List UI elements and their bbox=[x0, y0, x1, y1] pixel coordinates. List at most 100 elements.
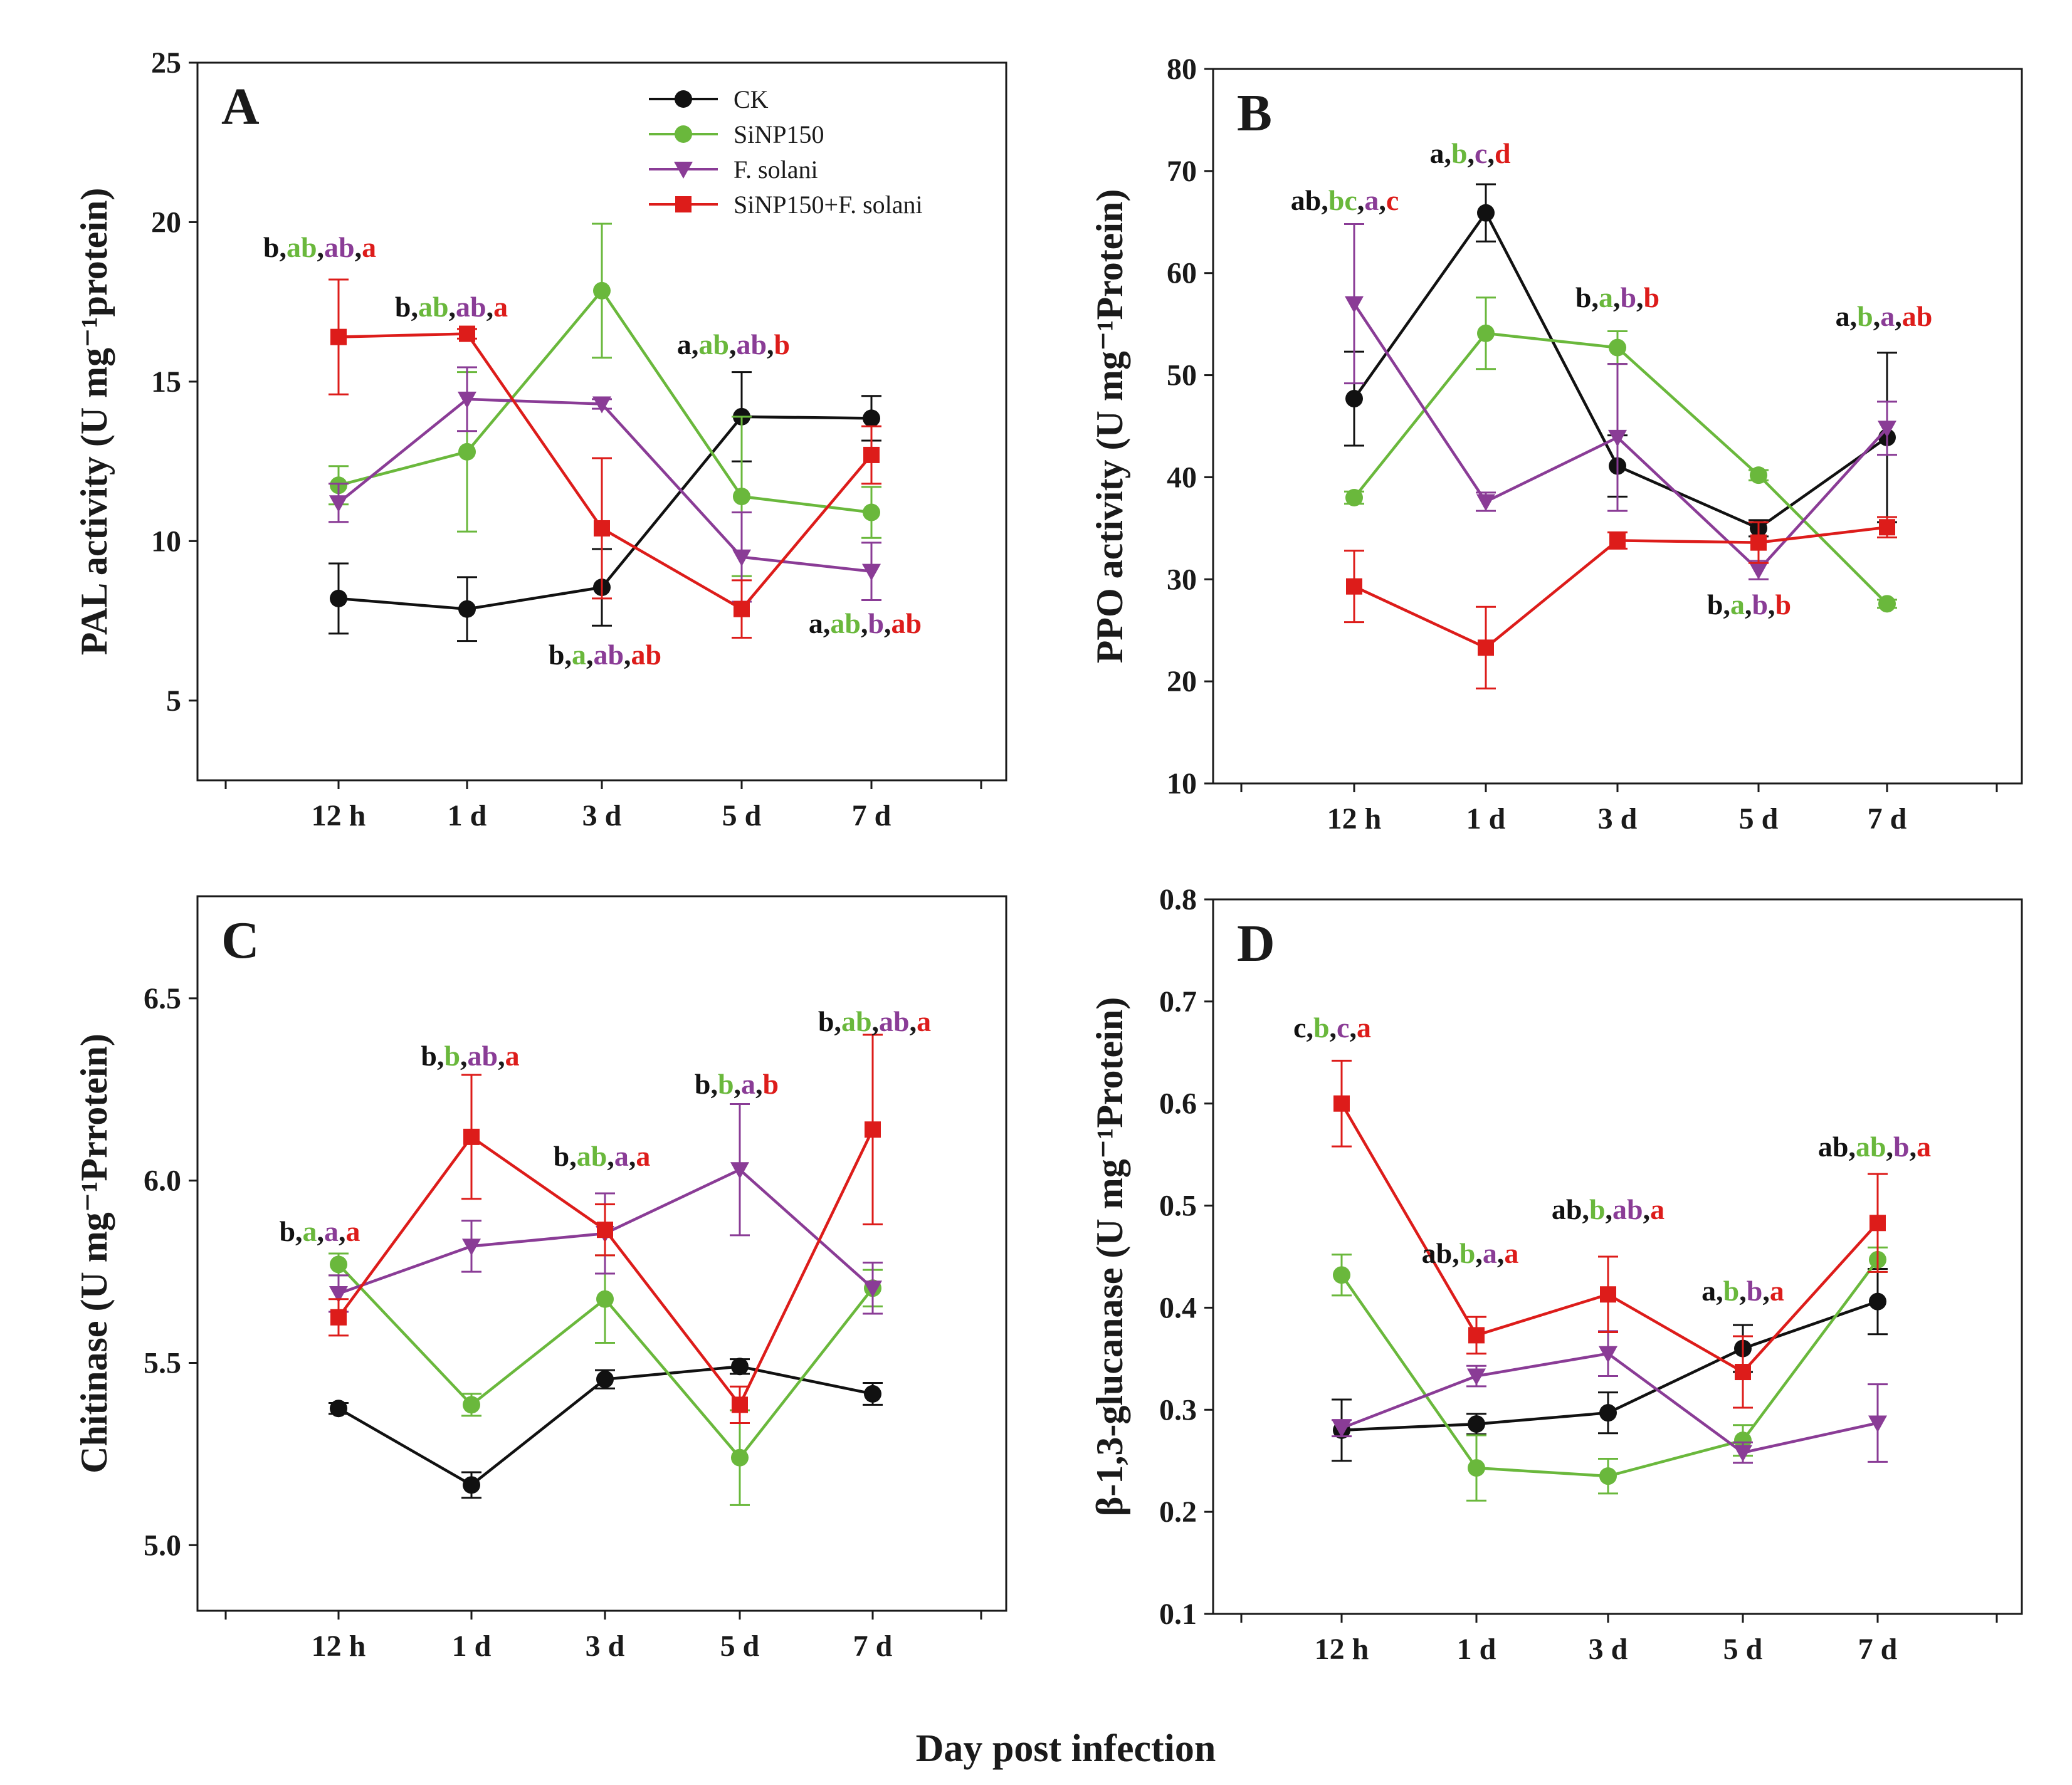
significance-letter: b bbox=[1723, 1275, 1740, 1307]
series-line bbox=[1353, 210, 1888, 530]
significance-letter: a bbox=[1650, 1193, 1664, 1225]
data-point bbox=[1600, 1286, 1616, 1303]
legend-item-SiNP150: SiNP150 bbox=[649, 120, 824, 149]
significance-letter: ab bbox=[1818, 1131, 1849, 1163]
x-tick-label: 5 d bbox=[1723, 1633, 1763, 1666]
data-point bbox=[731, 1448, 749, 1467]
data-point bbox=[1467, 1368, 1486, 1386]
y-tick-label: 70 bbox=[1167, 155, 1197, 188]
data-point bbox=[1345, 296, 1364, 313]
data-point bbox=[462, 1238, 481, 1256]
y-tick-label: 80 bbox=[1167, 53, 1197, 86]
data-point bbox=[1609, 532, 1626, 549]
significance-letter: b bbox=[263, 231, 280, 263]
data-point bbox=[1608, 429, 1627, 447]
significance-letter: b bbox=[1575, 281, 1592, 313]
plot-frame bbox=[196, 895, 1007, 1612]
data-point bbox=[330, 589, 347, 607]
significance-letter: b bbox=[1747, 1275, 1763, 1307]
significance-letter: b bbox=[1589, 1193, 1606, 1225]
x-tick-label: 7 d bbox=[1868, 802, 1907, 835]
x-tick-label: 1 d bbox=[448, 799, 487, 832]
data-point bbox=[863, 1280, 882, 1298]
significance-label: ab,bc,a,c bbox=[1291, 184, 1399, 216]
y-tick-label: 5.5 bbox=[144, 1346, 181, 1379]
series-line bbox=[337, 397, 872, 573]
data-point bbox=[596, 1290, 614, 1308]
significance-letter: c bbox=[1293, 1012, 1306, 1044]
y-tick-label: 0.4 bbox=[1159, 1291, 1197, 1324]
significance-letter: a bbox=[303, 1215, 317, 1247]
significance-label: a,b,a,ab bbox=[1836, 300, 1933, 332]
data-point bbox=[732, 549, 751, 567]
x-tick-label: 12 h bbox=[312, 799, 366, 832]
data-point bbox=[1478, 639, 1494, 656]
series-Si_F bbox=[329, 1034, 883, 1424]
data-point bbox=[863, 503, 880, 521]
significance-label: c,b,c,a bbox=[1293, 1012, 1371, 1044]
x-tick-label: 3 d bbox=[586, 1630, 625, 1663]
data-point bbox=[592, 396, 611, 414]
significance-label: ab,ab,b,a bbox=[1818, 1131, 1931, 1163]
data-point bbox=[1477, 324, 1495, 342]
data-point bbox=[1869, 1292, 1886, 1311]
significance-letter: a bbox=[1504, 1237, 1518, 1269]
data-point bbox=[865, 1121, 881, 1138]
x-tick-label: 5 d bbox=[722, 799, 762, 832]
x-tick-label: 1 d bbox=[1466, 802, 1506, 835]
significance-letter: ab bbox=[468, 1040, 498, 1072]
significance-letter: ab bbox=[577, 1140, 607, 1172]
significance-letter: c bbox=[1337, 1012, 1349, 1044]
data-point bbox=[1333, 1266, 1350, 1284]
panel-C: 5.0 5.5 6.0 6.5 12 h 1 d 3 d 5 d 7 d Chitinase (U… bbox=[73, 895, 1007, 1663]
panel-letter: B bbox=[1237, 84, 1272, 142]
significance-letter: b bbox=[421, 1040, 437, 1072]
significance-label: b,b,a,b bbox=[695, 1068, 779, 1100]
significance-letter: a bbox=[1364, 184, 1379, 216]
significance-letter: b bbox=[444, 1040, 460, 1072]
significance-letter: ab bbox=[631, 639, 662, 671]
y-tick-label: 30 bbox=[1167, 563, 1197, 596]
x-tick-label: 3 d bbox=[582, 799, 622, 832]
data-point bbox=[1879, 519, 1895, 536]
data-point bbox=[330, 328, 347, 345]
significance-letter: b bbox=[1775, 589, 1792, 620]
x-tick-label: 12 h bbox=[1327, 802, 1382, 835]
significance-label: b,a,b,b bbox=[1575, 281, 1659, 313]
significance-letter: ab bbox=[287, 231, 317, 263]
significance-label: b,a,ab,ab bbox=[549, 639, 661, 671]
y-tick-label: 5 bbox=[166, 684, 181, 718]
significance-letter: b bbox=[1620, 281, 1636, 313]
y-tick-label: 50 bbox=[1167, 359, 1197, 392]
significance-letter: b bbox=[1644, 281, 1660, 313]
data-point bbox=[1750, 534, 1767, 551]
x-tick-label: 3 d bbox=[1589, 1633, 1628, 1666]
significance-letter: a bbox=[809, 607, 823, 639]
y-tick-label: 10 bbox=[1167, 767, 1197, 800]
significance-letter: a bbox=[1836, 300, 1850, 332]
data-point bbox=[1477, 204, 1495, 222]
y-tick-label: 20 bbox=[151, 206, 181, 239]
significance-letter: ab bbox=[841, 1005, 872, 1037]
significance-letter: ab bbox=[1856, 1131, 1886, 1163]
y-axis-label: β-1,3-glucanase (U mg⁻¹Protein) bbox=[1089, 997, 1130, 1516]
significance-letter: b bbox=[1459, 1237, 1476, 1269]
significance-label: a,ab,b,ab bbox=[809, 607, 922, 639]
y-tick-label: 6.0 bbox=[144, 1165, 181, 1198]
significance-letter: b bbox=[718, 1068, 734, 1100]
series-line bbox=[338, 332, 873, 611]
data-point bbox=[330, 1255, 347, 1274]
data-point bbox=[330, 1309, 347, 1326]
x-tick-label: 12 h bbox=[1315, 1633, 1369, 1666]
data-point bbox=[1599, 1467, 1617, 1485]
significance-label: a,b,b,a bbox=[1701, 1275, 1784, 1307]
significance-letter: ab bbox=[1552, 1193, 1582, 1225]
x-tick-label: 7 d bbox=[1858, 1633, 1898, 1666]
y-tick-label: 15 bbox=[151, 365, 181, 399]
data-point bbox=[1878, 421, 1896, 438]
significance-letter: a bbox=[324, 1215, 339, 1247]
significance-letter: b bbox=[868, 607, 884, 639]
data-point bbox=[1733, 1445, 1752, 1462]
panel-letter: A bbox=[221, 78, 260, 136]
y-tick-label: 0.8 bbox=[1159, 883, 1197, 916]
